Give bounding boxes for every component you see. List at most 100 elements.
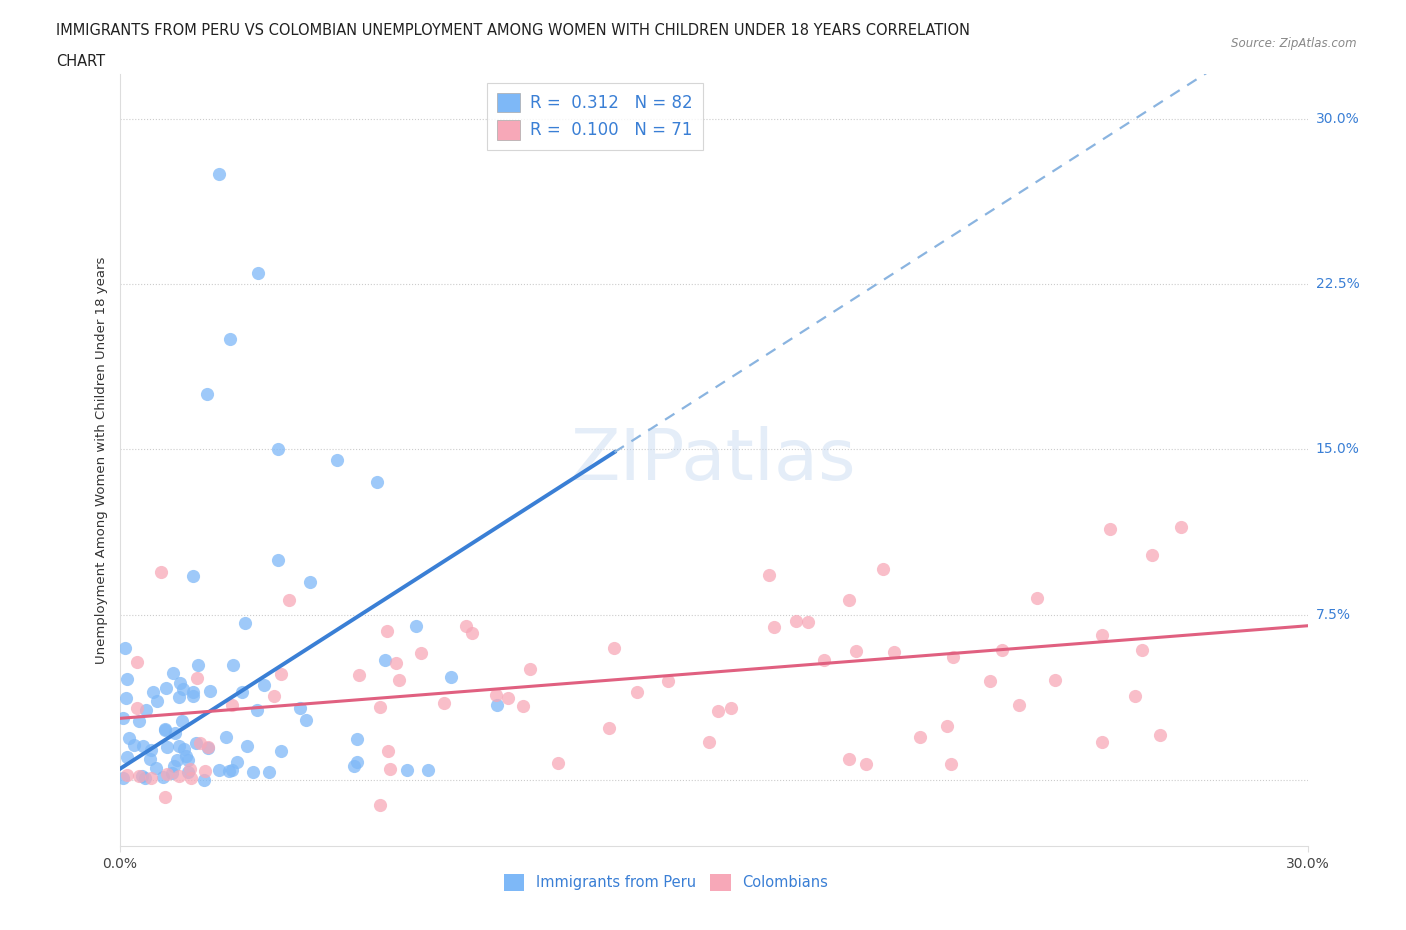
Point xyxy=(270,743,292,758)
Point xyxy=(657,673,679,688)
Point xyxy=(872,562,894,577)
Point xyxy=(150,565,173,579)
Point xyxy=(411,645,433,660)
Point xyxy=(152,769,174,784)
Point xyxy=(519,661,541,676)
Point xyxy=(1123,688,1146,703)
Point xyxy=(155,681,177,696)
Point xyxy=(762,620,785,635)
Point xyxy=(173,742,195,757)
Point xyxy=(598,721,620,736)
Point xyxy=(193,772,215,787)
Point xyxy=(153,790,176,804)
Point xyxy=(1090,735,1112,750)
Point xyxy=(267,442,290,457)
Point xyxy=(373,652,395,667)
Point xyxy=(187,658,209,672)
Point xyxy=(222,658,245,672)
Point xyxy=(295,712,318,727)
Point xyxy=(758,567,780,582)
Point xyxy=(347,668,370,683)
Point xyxy=(1170,519,1192,534)
Point xyxy=(1130,643,1153,658)
Point xyxy=(170,713,193,728)
Point xyxy=(343,758,366,773)
Point xyxy=(405,618,427,633)
Point xyxy=(375,623,398,638)
Point xyxy=(797,615,820,630)
Point xyxy=(298,574,321,589)
Point xyxy=(855,756,877,771)
Point xyxy=(236,738,259,753)
Point xyxy=(707,703,730,718)
Y-axis label: Unemployment Among Women with Children Under 18 years: Unemployment Among Women with Children U… xyxy=(96,257,108,664)
Point xyxy=(169,675,191,690)
Point xyxy=(246,703,269,718)
Point xyxy=(979,673,1001,688)
Point xyxy=(838,751,860,766)
Point xyxy=(176,749,198,764)
Point xyxy=(197,739,219,754)
Point xyxy=(186,671,208,685)
Point xyxy=(1149,727,1171,742)
Point xyxy=(242,764,264,779)
Point xyxy=(115,750,138,764)
Point xyxy=(1142,548,1164,563)
Point xyxy=(991,643,1014,658)
Point xyxy=(512,698,534,713)
Point xyxy=(219,332,242,347)
Point xyxy=(118,731,141,746)
Point xyxy=(112,771,135,786)
Text: IMMIGRANTS FROM PERU VS COLOMBIAN UNEMPLOYMENT AMONG WOMEN WITH CHILDREN UNDER 1: IMMIGRANTS FROM PERU VS COLOMBIAN UNEMPL… xyxy=(56,23,970,38)
Point xyxy=(135,703,157,718)
Point xyxy=(221,763,243,777)
Point xyxy=(247,265,270,280)
Point xyxy=(936,719,959,734)
Point xyxy=(162,666,184,681)
Point xyxy=(263,689,285,704)
Point xyxy=(194,764,217,778)
Point xyxy=(485,687,508,702)
Point xyxy=(939,757,962,772)
Point xyxy=(277,593,299,608)
Point xyxy=(366,475,388,490)
Point xyxy=(180,770,202,785)
Point xyxy=(326,453,349,468)
Point xyxy=(221,698,243,712)
Point xyxy=(785,613,807,628)
Legend: Immigrants from Peru, Colombians: Immigrants from Peru, Colombians xyxy=(498,869,834,897)
Text: 30.0%: 30.0% xyxy=(1316,112,1360,126)
Point xyxy=(172,682,194,697)
Point xyxy=(163,725,186,740)
Point xyxy=(142,685,165,700)
Point xyxy=(883,644,905,659)
Point xyxy=(456,618,478,633)
Point xyxy=(115,690,138,705)
Point xyxy=(128,768,150,783)
Point xyxy=(547,756,569,771)
Point xyxy=(156,766,179,781)
Point xyxy=(440,670,463,684)
Point xyxy=(496,690,519,705)
Point xyxy=(114,641,136,656)
Point xyxy=(231,684,253,699)
Point xyxy=(184,736,207,751)
Point xyxy=(942,649,965,664)
Point xyxy=(368,699,391,714)
Text: 22.5%: 22.5% xyxy=(1316,277,1360,291)
Point xyxy=(845,644,868,658)
Text: Source: ZipAtlas.com: Source: ZipAtlas.com xyxy=(1232,37,1357,50)
Point xyxy=(395,763,418,777)
Point xyxy=(127,700,149,715)
Point xyxy=(145,761,167,776)
Point xyxy=(378,761,401,776)
Point xyxy=(181,569,204,584)
Point xyxy=(156,740,179,755)
Point xyxy=(195,387,218,402)
Point xyxy=(697,735,720,750)
Point xyxy=(270,667,292,682)
Point xyxy=(134,770,156,785)
Point xyxy=(141,770,163,785)
Point xyxy=(602,640,624,655)
Point xyxy=(267,552,290,567)
